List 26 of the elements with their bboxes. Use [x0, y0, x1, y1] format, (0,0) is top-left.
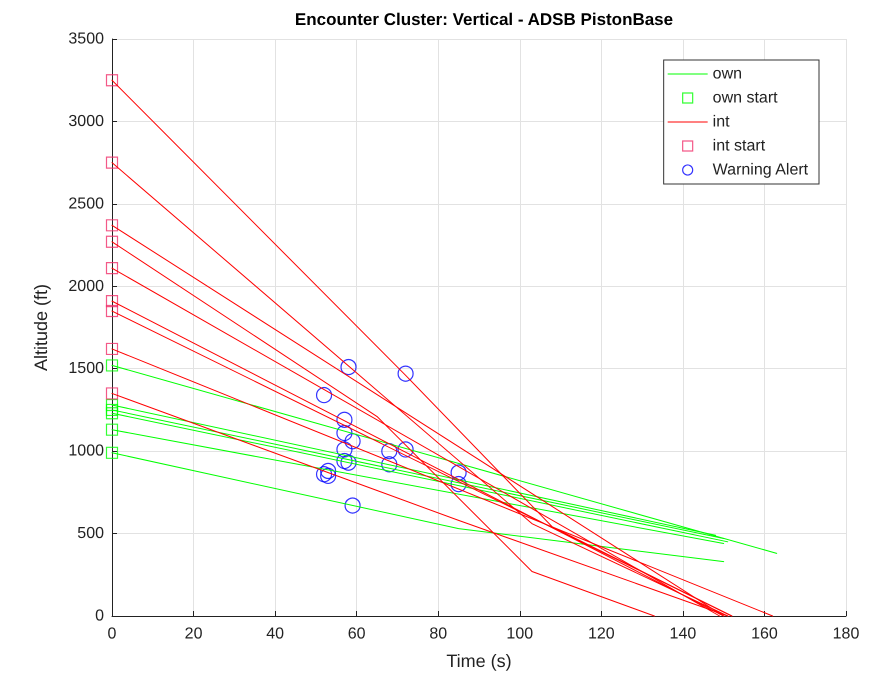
y-tick-label: 1500: [68, 360, 104, 378]
x-tick-label: 40: [266, 626, 284, 642]
chart-title: Encounter Cluster: Vertical - ADSB PistonBase: [294, 10, 674, 29]
x-tick-label: 20: [184, 626, 203, 642]
y-tick-label: 2500: [68, 195, 104, 212]
legend-label: own start: [712, 90, 778, 106]
x-tick-label: 180: [832, 626, 860, 642]
legend-label: own: [712, 66, 742, 82]
y-tick-label: 3000: [68, 112, 104, 130]
x-tick-label: 140: [670, 626, 696, 642]
legend-label: int start: [712, 138, 766, 154]
x-tick-label: 160: [751, 626, 778, 642]
y-tick-label: 3500: [68, 30, 104, 48]
y-tick-label: 500: [77, 525, 104, 542]
y-tick-label: 2000: [68, 278, 104, 295]
y-axis-title: Altitude (ft): [31, 284, 51, 372]
legend-label: int: [712, 114, 730, 130]
x-tick-label: 120: [588, 626, 615, 642]
x-tick-label: 100: [506, 626, 534, 642]
legend-label: Warning Alert: [712, 162, 809, 178]
x-tick-label: 80: [429, 626, 448, 642]
x-tick-label: 0: [108, 626, 117, 642]
y-tick-label: 1000: [68, 442, 104, 460]
x-tick-label: 60: [348, 626, 366, 642]
y-tick-label: 0: [95, 608, 104, 624]
x-axis-title: Time (s): [446, 651, 512, 671]
